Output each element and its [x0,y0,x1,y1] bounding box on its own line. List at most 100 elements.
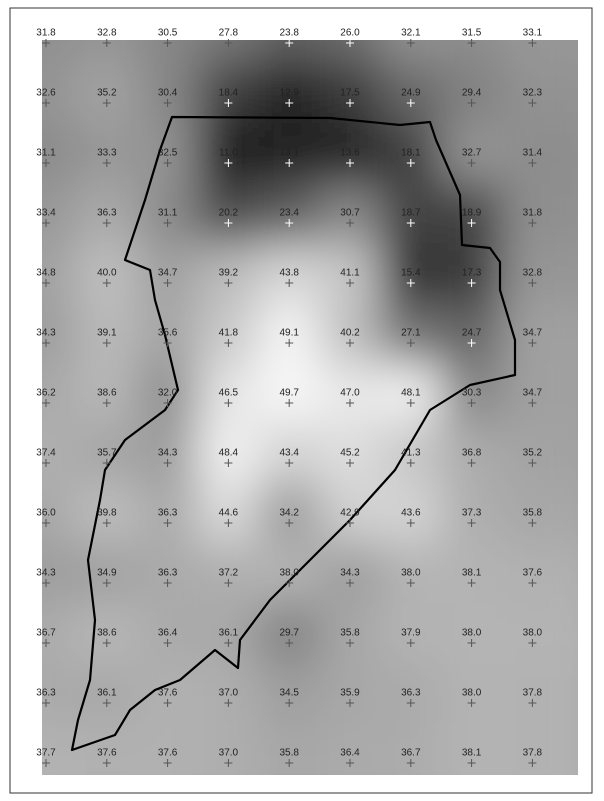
value-label: 12.9 [279,88,299,99]
value-label: 42.9 [340,508,360,519]
value-label: 36.3 [158,568,178,579]
value-label: 32.8 [97,28,117,39]
value-label: 32.6 [36,88,56,99]
value-label: 35.8 [279,748,299,759]
value-label: 35.6 [158,328,178,339]
value-label: 37.8 [523,688,543,699]
value-label: 34.8 [36,268,56,279]
value-label: 31.4 [523,148,543,159]
value-label: 29.7 [279,628,299,639]
value-label: 15.4 [401,268,421,279]
value-label: 31.5 [462,28,482,39]
value-label: 34.5 [279,688,299,699]
value-label: 34.3 [340,568,360,579]
value-label: 36.3 [36,688,56,699]
value-label: 36.7 [401,748,421,759]
value-label: 13.1 [279,148,299,159]
value-label: 32.8 [523,268,543,279]
value-label: 36.3 [158,508,178,519]
value-label: 43.6 [401,508,421,519]
value-label: 38.0 [279,568,299,579]
value-label: 35.7 [97,448,117,459]
value-label: 34.7 [523,328,543,339]
value-label: 38.1 [462,568,482,579]
value-label: 37.0 [219,748,239,759]
value-label: 23.8 [279,28,299,39]
value-label: 38.0 [401,568,421,579]
value-label: 34.7 [523,388,543,399]
value-label: 36.0 [36,508,56,519]
value-label: 31.1 [158,208,178,219]
value-label: 27.8 [219,28,239,39]
value-label: 44.6 [219,508,239,519]
value-label: 48.4 [219,448,239,459]
value-label: 36.3 [401,688,421,699]
value-label: 38.6 [97,388,117,399]
value-label: 48.1 [401,388,421,399]
value-label: 47.0 [340,388,360,399]
value-label: 36.4 [158,628,178,639]
value-label: 35.2 [97,88,117,99]
value-label: 36.1 [219,628,239,639]
value-label: 49.1 [279,328,299,339]
value-label: 39.1 [97,328,117,339]
value-label: 41.8 [219,328,239,339]
value-label: 46.5 [219,388,239,399]
value-label: 18.4 [219,88,239,99]
value-label: 37.3 [462,508,482,519]
value-label: 35.2 [523,448,543,459]
value-label: 27.1 [401,328,421,339]
value-label: 30.5 [158,28,178,39]
value-label: 35.8 [340,628,360,639]
value-label: 38.0 [523,628,543,639]
value-label: 39.2 [219,268,239,279]
value-label: 23.4 [279,208,299,219]
value-label: 30.3 [462,388,482,399]
value-label: 38.1 [462,748,482,759]
value-label: 40.2 [340,328,360,339]
value-label: 35.8 [523,508,543,519]
value-label: 36.4 [340,748,360,759]
value-label: 37.9 [401,628,421,639]
value-label: 38.0 [462,628,482,639]
value-label: 38.0 [462,688,482,699]
value-label: 37.7 [36,748,56,759]
value-label: 20.2 [219,208,239,219]
value-label: 37.6 [523,568,543,579]
value-label: 26.0 [340,28,360,39]
value-label: 34.7 [158,268,178,279]
value-label: 34.3 [36,568,56,579]
value-label: 13.6 [340,148,360,159]
value-label: 43.8 [279,268,299,279]
value-label: 34.9 [97,568,117,579]
value-label: 24.9 [401,88,421,99]
value-label: 18.9 [462,208,482,219]
value-label: 29.4 [462,88,482,99]
value-label: 41.1 [340,268,360,279]
value-label: 34.2 [279,508,299,519]
value-label: 32.7 [462,148,482,159]
value-label: 36.8 [462,448,482,459]
value-label: 37.0 [219,688,239,699]
value-label: 33.4 [36,208,56,219]
value-label: 36.1 [97,688,117,699]
value-label: 32.3 [523,88,543,99]
value-label: 33.3 [97,148,117,159]
value-label: 36.2 [36,388,56,399]
value-label: 31.8 [36,28,56,39]
value-label: 37.8 [523,748,543,759]
value-label: 37.2 [219,568,239,579]
value-label: 37.6 [158,688,178,699]
value-label: 45.2 [340,448,360,459]
value-label: 30.4 [158,88,178,99]
value-label: 36.3 [97,208,117,219]
value-label: 18.1 [401,148,421,159]
value-label: 17.5 [340,88,360,99]
value-label: 18.7 [401,208,421,219]
value-label: 34.3 [158,448,178,459]
value-label: 33.1 [523,28,543,39]
value-label: 41.3 [401,448,421,459]
value-label: 11.0 [219,148,238,159]
value-label: 43.4 [279,448,299,459]
value-label: 32.0 [158,388,178,399]
